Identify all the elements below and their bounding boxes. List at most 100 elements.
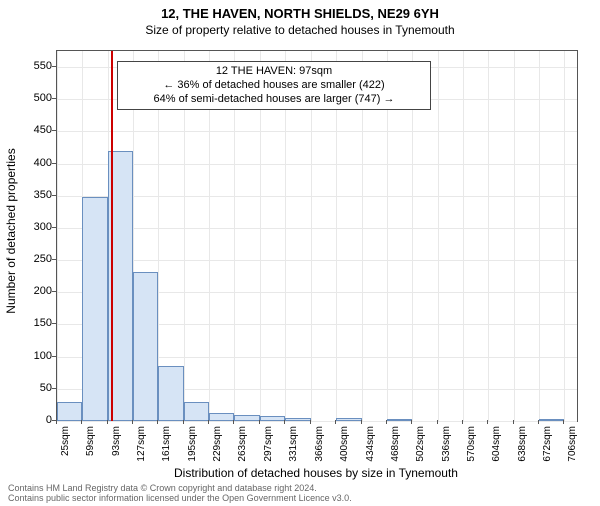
gridline-v bbox=[57, 51, 58, 421]
y-tick-label: 250 bbox=[12, 253, 52, 265]
x-tick-mark bbox=[386, 420, 387, 424]
x-tick-mark bbox=[335, 420, 336, 424]
x-tick-label: 672sqm bbox=[542, 426, 553, 476]
histogram-bar bbox=[234, 415, 259, 421]
histogram-bar bbox=[336, 418, 361, 421]
x-tick-mark bbox=[132, 420, 133, 424]
x-tick-label: 161sqm bbox=[161, 426, 172, 476]
x-tick-mark bbox=[437, 420, 438, 424]
y-tick-mark bbox=[52, 130, 56, 131]
x-tick-mark bbox=[208, 420, 209, 424]
y-tick-mark bbox=[52, 259, 56, 260]
histogram-bar bbox=[158, 366, 183, 421]
chart-title-2: Size of property relative to detached ho… bbox=[0, 23, 600, 37]
x-tick-mark bbox=[310, 420, 311, 424]
x-tick-label: 297sqm bbox=[263, 426, 274, 476]
x-tick-mark bbox=[259, 420, 260, 424]
gridline-h bbox=[57, 260, 577, 261]
histogram-bar bbox=[387, 419, 412, 421]
y-tick-label: 150 bbox=[12, 317, 52, 329]
y-tick-mark bbox=[52, 388, 56, 389]
y-tick-label: 200 bbox=[12, 285, 52, 297]
y-tick-label: 0 bbox=[12, 414, 52, 426]
annotation-box: 12 THE HAVEN: 97sqm ← 36% of detached hou… bbox=[117, 61, 431, 110]
x-tick-label: 263sqm bbox=[237, 426, 248, 476]
y-tick-label: 100 bbox=[12, 350, 52, 362]
x-tick-mark bbox=[487, 420, 488, 424]
x-tick-mark bbox=[157, 420, 158, 424]
chart-title-1: 12, THE HAVEN, NORTH SHIELDS, NE29 6YH bbox=[0, 6, 600, 21]
histogram-bar bbox=[260, 416, 285, 421]
gridline-h bbox=[57, 164, 577, 165]
x-tick-mark bbox=[81, 420, 82, 424]
x-tick-label: 604sqm bbox=[491, 426, 502, 476]
y-tick-label: 500 bbox=[12, 92, 52, 104]
footer-line-1: Contains HM Land Registry data © Crown c… bbox=[8, 483, 317, 493]
x-tick-label: 331sqm bbox=[288, 426, 299, 476]
x-tick-label: 127sqm bbox=[136, 426, 147, 476]
y-tick-label: 350 bbox=[12, 189, 52, 201]
x-tick-label: 366sqm bbox=[314, 426, 325, 476]
gridline-v bbox=[564, 51, 565, 421]
y-tick-mark bbox=[52, 356, 56, 357]
gridline-v bbox=[514, 51, 515, 421]
chart-plot-area: 12 THE HAVEN: 97sqm ← 36% of detached hou… bbox=[56, 50, 578, 422]
histogram-bar bbox=[209, 413, 234, 421]
x-tick-mark bbox=[233, 420, 234, 424]
histogram-bar bbox=[82, 197, 107, 421]
footer-line-2: Contains public sector information licen… bbox=[8, 493, 352, 503]
gridline-v bbox=[488, 51, 489, 421]
gridline-v bbox=[539, 51, 540, 421]
y-tick-label: 50 bbox=[12, 382, 52, 394]
annotation-line-1: 12 THE HAVEN: 97sqm bbox=[216, 65, 332, 77]
histogram-bar bbox=[184, 402, 209, 421]
x-tick-mark bbox=[411, 420, 412, 424]
gridline-h bbox=[57, 228, 577, 229]
histogram-bar bbox=[539, 419, 564, 421]
x-tick-label: 434sqm bbox=[365, 426, 376, 476]
gridline-h bbox=[57, 131, 577, 132]
gridline-h bbox=[57, 421, 577, 422]
x-tick-label: 706sqm bbox=[567, 426, 578, 476]
y-tick-mark bbox=[52, 195, 56, 196]
y-tick-mark bbox=[52, 227, 56, 228]
x-tick-label: 468sqm bbox=[390, 426, 401, 476]
y-tick-label: 300 bbox=[12, 221, 52, 233]
x-tick-label: 59sqm bbox=[85, 426, 96, 476]
x-tick-label: 570sqm bbox=[466, 426, 477, 476]
marker-line bbox=[111, 51, 113, 421]
histogram-bar bbox=[285, 418, 311, 421]
gridline-v bbox=[463, 51, 464, 421]
gridline-v bbox=[438, 51, 439, 421]
x-tick-label: 93sqm bbox=[111, 426, 122, 476]
x-tick-mark bbox=[462, 420, 463, 424]
x-tick-mark bbox=[563, 420, 564, 424]
y-tick-label: 400 bbox=[12, 157, 52, 169]
x-tick-label: 25sqm bbox=[60, 426, 71, 476]
y-tick-mark bbox=[52, 291, 56, 292]
x-tick-label: 536sqm bbox=[441, 426, 452, 476]
annotation-line-3: 64% of semi-detached houses are larger (… bbox=[154, 93, 395, 105]
histogram-bar bbox=[133, 272, 158, 421]
x-tick-mark bbox=[107, 420, 108, 424]
x-tick-mark bbox=[361, 420, 362, 424]
x-tick-label: 229sqm bbox=[212, 426, 223, 476]
y-tick-label: 450 bbox=[12, 124, 52, 136]
y-tick-label: 550 bbox=[12, 60, 52, 72]
y-tick-mark bbox=[52, 163, 56, 164]
annotation-line-2: ← 36% of detached houses are smaller (42… bbox=[163, 79, 384, 91]
x-tick-label: 638sqm bbox=[517, 426, 528, 476]
gridline-h bbox=[57, 196, 577, 197]
x-tick-label: 195sqm bbox=[187, 426, 198, 476]
x-tick-label: 400sqm bbox=[339, 426, 350, 476]
x-tick-mark bbox=[538, 420, 539, 424]
x-tick-mark bbox=[56, 420, 57, 424]
x-tick-label: 502sqm bbox=[415, 426, 426, 476]
y-tick-mark bbox=[52, 66, 56, 67]
x-tick-mark bbox=[513, 420, 514, 424]
x-tick-mark bbox=[183, 420, 184, 424]
x-tick-mark bbox=[284, 420, 285, 424]
histogram-bar bbox=[57, 402, 82, 421]
footer-attribution: Contains HM Land Registry data © Crown c… bbox=[8, 484, 352, 504]
y-tick-mark bbox=[52, 98, 56, 99]
